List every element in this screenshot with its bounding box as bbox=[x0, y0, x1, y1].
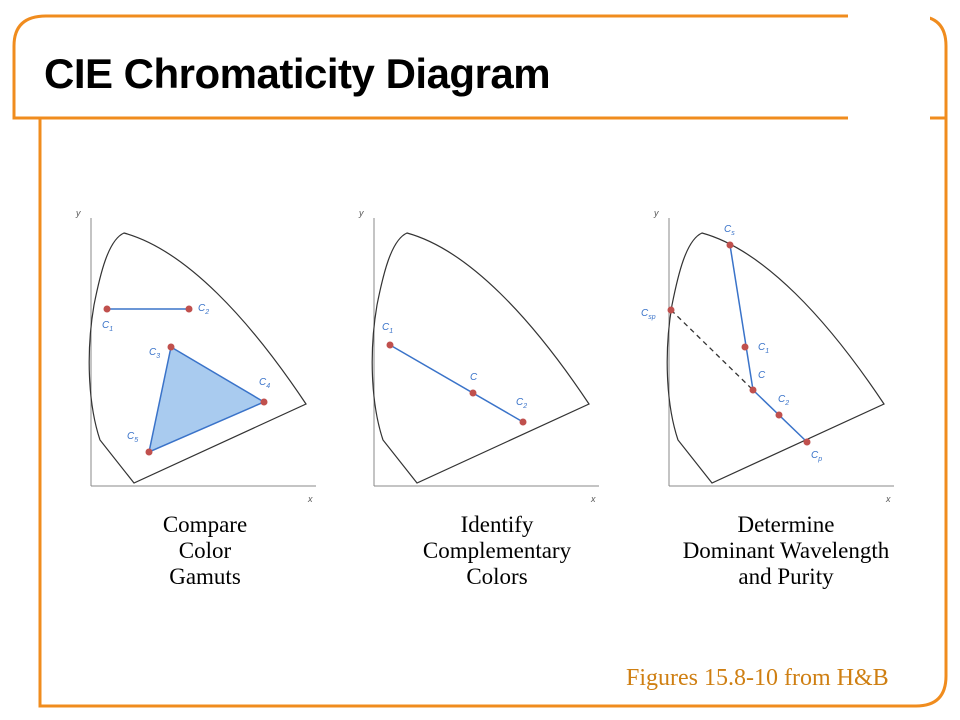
y-axis-label: y bbox=[653, 208, 659, 218]
spectral-locus bbox=[88, 232, 307, 484]
panel-compare-gamuts: y x C1 C2 C3 C4 C5 bbox=[75, 208, 316, 504]
point-cp bbox=[803, 438, 811, 446]
panel-dominant-wavelength: y x Cs Csp C1 C C2 Cp bbox=[641, 208, 894, 504]
gamut-triangle bbox=[147, 345, 266, 454]
caption-line: Determine bbox=[737, 512, 835, 537]
axes bbox=[90, 218, 316, 487]
axes bbox=[373, 218, 599, 487]
label-csp: Csp bbox=[641, 308, 656, 321]
x-axis-label: x bbox=[885, 494, 891, 504]
label-c1: C1 bbox=[102, 320, 113, 333]
label-c: C bbox=[758, 370, 766, 381]
x-axis-label: x bbox=[307, 494, 313, 504]
label-c3: C3 bbox=[149, 347, 160, 360]
caption-compare-gamuts: Compare Color Gamuts bbox=[125, 512, 285, 590]
point-c5 bbox=[145, 448, 153, 456]
x-axis-label: x bbox=[590, 494, 596, 504]
axes bbox=[668, 218, 894, 487]
point-c bbox=[749, 386, 757, 394]
point-c1 bbox=[386, 341, 394, 349]
line-cs-c bbox=[729, 244, 754, 391]
y-axis-label: y bbox=[75, 208, 81, 218]
label-c4: C4 bbox=[259, 377, 270, 390]
y-axis-label: y bbox=[358, 208, 364, 218]
caption-dominant-wavelength: Determine Dominant Wavelength and Purity bbox=[656, 512, 916, 590]
caption-line: Gamuts bbox=[169, 564, 241, 589]
point-c2 bbox=[185, 305, 193, 313]
caption-line: Identify bbox=[460, 512, 534, 537]
figure-credit: Figures 15.8-10 from H&B bbox=[626, 665, 889, 691]
caption-line: and Purity bbox=[738, 564, 834, 589]
caption-line: Complementary bbox=[422, 538, 572, 563]
caption-line: Compare bbox=[162, 512, 248, 537]
label-c2: C2 bbox=[778, 394, 789, 407]
point-c1 bbox=[103, 305, 111, 313]
dashed-line-csp-c bbox=[670, 309, 754, 391]
point-cs bbox=[726, 241, 734, 249]
point-c1 bbox=[741, 343, 749, 351]
frame-outline bbox=[12, 14, 948, 708]
slide-title: CIE Chromaticity Diagram bbox=[44, 50, 551, 97]
point-csp bbox=[667, 306, 675, 314]
complementary-line bbox=[389, 344, 524, 423]
point-c2 bbox=[519, 418, 527, 426]
label-c2: C2 bbox=[198, 303, 209, 316]
caption-line: Color bbox=[178, 538, 232, 563]
point-c2 bbox=[775, 411, 783, 419]
label-c5: C5 bbox=[127, 431, 138, 444]
point-c4 bbox=[260, 398, 268, 406]
caption-line: Dominant Wavelength bbox=[682, 538, 890, 563]
frame-gap bbox=[848, 10, 930, 121]
label-c: C bbox=[470, 372, 478, 383]
caption-line: Colors bbox=[466, 564, 528, 589]
label-cp: Cp bbox=[811, 450, 822, 463]
label-c1: C1 bbox=[758, 342, 769, 355]
point-c bbox=[469, 389, 477, 397]
spectral-locus bbox=[371, 232, 590, 484]
spectral-locus bbox=[666, 232, 885, 484]
label-c2: C2 bbox=[516, 397, 527, 410]
label-c1: C1 bbox=[382, 322, 393, 335]
point-c3 bbox=[167, 343, 175, 351]
caption-complementary-colors: Identify Complementary Colors bbox=[397, 512, 597, 590]
panel-complementary-colors: y x C1 C C2 bbox=[358, 208, 599, 504]
label-cs: Cs bbox=[724, 224, 735, 237]
